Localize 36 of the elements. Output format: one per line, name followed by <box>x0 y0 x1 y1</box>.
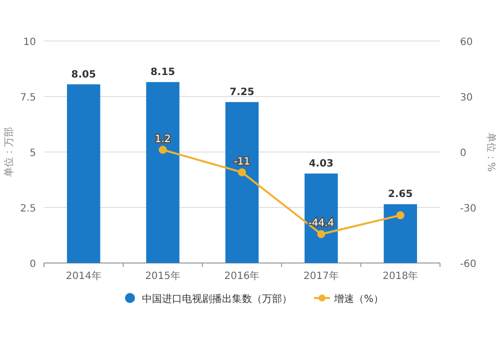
point <box>238 168 246 176</box>
y-axis-title: 单位：万部 <box>3 127 15 177</box>
x-tick-label: 2014年 <box>66 270 102 282</box>
x-tick-label: 2017年 <box>303 270 339 282</box>
data-label: 2.65 <box>388 189 413 200</box>
y-tick-label: 0 <box>30 259 36 270</box>
bar <box>304 174 338 263</box>
point <box>317 230 326 238</box>
y2-tick-label: 30 <box>460 92 473 104</box>
y-tick-label: 2.5 <box>20 204 36 214</box>
point <box>158 146 167 154</box>
y2-tick-label: -60 <box>460 259 476 270</box>
data-label: -44.4 <box>308 218 334 230</box>
x-tick-label: 2016年 <box>224 270 260 282</box>
legend-label: 中国进口电视剧播出集数（万部） <box>142 293 292 305</box>
bar <box>66 84 100 263</box>
x-tick-label: 2018年 <box>382 270 418 282</box>
x-tick-label: 2015年 <box>145 270 181 282</box>
y2-tick-label: 0 <box>460 148 466 159</box>
data-label: 4.03 <box>308 158 334 170</box>
bar <box>146 82 180 263</box>
y-tick-label: 10 <box>23 37 36 48</box>
y-tick-label: 7.5 <box>20 92 36 104</box>
legend-label: 增速（%） <box>333 293 384 305</box>
point <box>396 211 404 220</box>
y2-tick-label: -30 <box>460 204 476 214</box>
data-label: 7.25 <box>230 87 254 98</box>
bar <box>384 204 418 263</box>
y-tick-label: 5 <box>30 148 36 159</box>
y2-tick-label: 60 <box>460 37 473 48</box>
data-label: 8.15 <box>150 67 176 78</box>
y2-axis-title: 单位：% <box>485 132 497 172</box>
data-label: 1.2 <box>154 134 171 145</box>
data-label: 8.05 <box>71 69 96 80</box>
bar <box>225 102 259 263</box>
data-label: -11 <box>234 156 250 168</box>
